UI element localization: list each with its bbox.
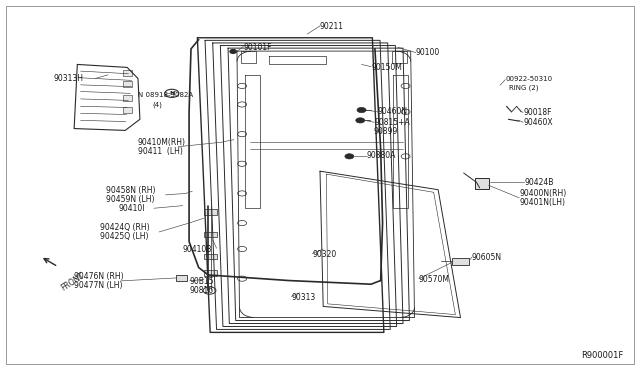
- Circle shape: [356, 118, 365, 123]
- Text: 90458N (RH): 90458N (RH): [106, 186, 156, 195]
- Bar: [204, 232, 216, 237]
- Text: 90313: 90313: [291, 293, 316, 302]
- Bar: [452, 258, 469, 264]
- Text: 90880A: 90880A: [367, 151, 396, 160]
- Text: N 08918-3082A: N 08918-3082A: [138, 92, 193, 98]
- Text: 00922-50310: 00922-50310: [505, 76, 552, 81]
- Text: R900001F: R900001F: [581, 351, 623, 360]
- Circle shape: [345, 154, 354, 159]
- Text: 90815+A: 90815+A: [374, 118, 410, 127]
- Text: 90816: 90816: [189, 286, 214, 295]
- Text: 90320: 90320: [312, 250, 337, 259]
- Text: 90899: 90899: [373, 126, 397, 136]
- Text: 90424Q (RH): 90424Q (RH): [100, 223, 149, 232]
- Circle shape: [357, 108, 366, 113]
- Bar: [124, 107, 132, 113]
- Text: 90570M: 90570M: [419, 275, 450, 284]
- Text: (4): (4): [153, 102, 163, 109]
- Text: 90476N (RH): 90476N (RH): [74, 272, 124, 281]
- Bar: [474, 178, 488, 189]
- Text: RING (2): RING (2): [509, 85, 538, 92]
- Text: 90018F: 90018F: [523, 108, 552, 117]
- Bar: [204, 254, 216, 259]
- Bar: [241, 51, 256, 63]
- Bar: [124, 95, 132, 101]
- Text: 90477N (LH): 90477N (LH): [74, 281, 123, 290]
- Text: 90425Q (LH): 90425Q (LH): [100, 232, 148, 241]
- Bar: [175, 275, 187, 281]
- Text: 90410I: 90410I: [119, 205, 145, 214]
- Text: 90459N (LH): 90459N (LH): [106, 195, 155, 204]
- Bar: [204, 209, 216, 215]
- Text: 90313H: 90313H: [53, 74, 83, 83]
- Text: 90460X: 90460X: [523, 119, 553, 128]
- Text: FRONT: FRONT: [60, 270, 86, 292]
- Text: 90101F: 90101F: [243, 42, 272, 51]
- Text: 90400N(RH): 90400N(RH): [519, 189, 566, 198]
- Text: 90B15: 90B15: [189, 277, 214, 286]
- Text: 90401N(LH): 90401N(LH): [519, 198, 565, 207]
- Text: 90410M(RH): 90410M(RH): [138, 138, 186, 147]
- Bar: [392, 51, 407, 63]
- Circle shape: [230, 49, 236, 53]
- Bar: [124, 81, 132, 87]
- Bar: [124, 70, 132, 76]
- Text: N: N: [169, 91, 175, 96]
- Text: 90100: 90100: [416, 48, 440, 57]
- Text: 90424B: 90424B: [524, 178, 554, 187]
- Text: 90150M: 90150M: [371, 63, 402, 72]
- Text: 90410B: 90410B: [182, 244, 212, 253]
- Text: 90605N: 90605N: [472, 253, 502, 262]
- Bar: [204, 270, 216, 276]
- Text: 90411  (LH): 90411 (LH): [138, 147, 183, 155]
- Text: 90460N: 90460N: [378, 108, 408, 116]
- Text: 90211: 90211: [320, 22, 344, 31]
